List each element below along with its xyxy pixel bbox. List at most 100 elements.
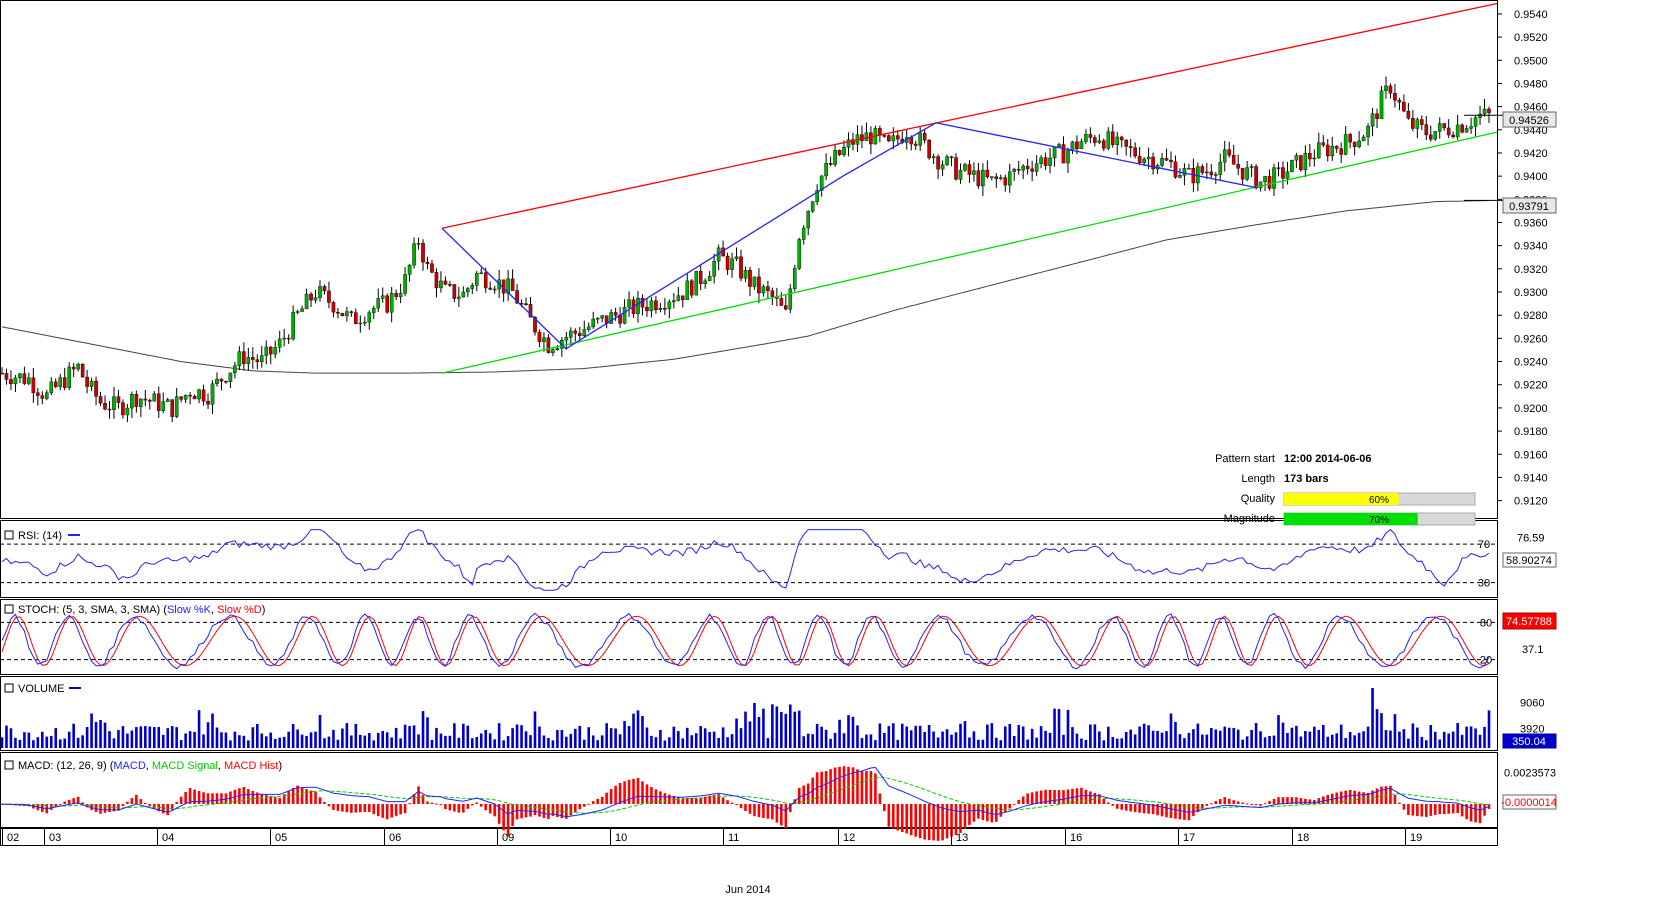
candle-body [398, 293, 403, 297]
candle-body [752, 276, 757, 287]
macd-hist-bar [1165, 804, 1168, 818]
candle-body [1487, 108, 1491, 113]
volume-bar [238, 735, 241, 748]
macd-hist-bar [578, 804, 582, 810]
volume-bar [1232, 727, 1236, 748]
macd-hist-bar [1398, 802, 1401, 804]
quality-value: 60% [1369, 495, 1389, 506]
volume-bar [332, 729, 335, 748]
volume-bar [188, 731, 192, 748]
candle-body [291, 312, 295, 340]
macd-hist-bar [1456, 804, 1459, 814]
macd-hist-bar [175, 802, 178, 804]
candle-body [1406, 110, 1411, 119]
candle-body [1034, 163, 1039, 172]
y-axis-labels: 0.95400.95200.95000.94800.94600.94400.94… [1478, 9, 1556, 780]
macd-hist-bar [327, 804, 331, 807]
volume-bar [488, 733, 492, 748]
candle-body [9, 379, 13, 385]
macd-hist-bar [788, 804, 792, 813]
volume-bar [511, 728, 514, 748]
candle-body [712, 260, 716, 277]
volume-bar [497, 723, 501, 748]
candle-body [698, 270, 703, 285]
candle-body [201, 389, 206, 402]
macd-collapse-box[interactable] [4, 760, 14, 770]
volume-bar [251, 727, 255, 748]
quality-label: Quality [1241, 493, 1276, 505]
candle-body [1384, 85, 1388, 91]
candle-body [922, 132, 927, 141]
volume-bar [1389, 730, 1392, 748]
candle-body [1460, 124, 1464, 133]
x-tick-label: 05 [275, 832, 287, 844]
candle-body [595, 317, 600, 320]
macd-hist-bar [542, 804, 546, 818]
candle-body [354, 312, 358, 325]
volume-bar [797, 710, 801, 748]
volume-bar [726, 737, 729, 748]
candle-body [815, 190, 819, 202]
volume-bar [1214, 729, 1218, 748]
candle-body [1455, 124, 1460, 138]
candle-body [555, 348, 560, 350]
volume-bar [542, 735, 546, 748]
volume-bar [650, 735, 653, 748]
price-tick-label: 0.9240 [1514, 357, 1548, 369]
candle-body [430, 263, 434, 273]
volume-bar [699, 726, 703, 748]
volume-bar [475, 736, 479, 748]
macd-hist-bar [883, 804, 886, 812]
macd-hist-bar [63, 801, 67, 804]
candle-body [891, 135, 896, 142]
candle-body [345, 311, 349, 317]
candle-body [1133, 147, 1137, 157]
macd-hist-bar [1411, 804, 1415, 816]
volume-bar [1451, 731, 1455, 748]
stoch-d-line [1, 615, 1490, 667]
volume-bar [112, 738, 116, 748]
candle-body [591, 318, 596, 328]
volume-bar [990, 723, 994, 748]
volume-bar [36, 737, 40, 748]
macd-hist-bar [359, 804, 362, 813]
candle-body [0, 372, 4, 375]
stoch-collapse-box[interactable] [4, 604, 14, 614]
macd-hist-bar [815, 772, 819, 804]
candle-body [1196, 166, 1200, 184]
macd-hist-bar [1057, 790, 1061, 804]
volume-bar [547, 737, 550, 748]
x-tick-label: 06 [389, 832, 401, 844]
volume-bar [529, 735, 532, 748]
macd-hist-bar [215, 793, 219, 804]
candle-body [107, 408, 112, 411]
pattern-start-value: 12:00 2014-06-06 [1284, 453, 1371, 465]
macd-hist-bar [721, 797, 725, 804]
macd-hist-bar [475, 802, 479, 804]
volume-bar [865, 734, 868, 748]
macd-hist-bar [1084, 789, 1088, 804]
rsi-tick-1: 76.59 [1517, 533, 1545, 545]
macd-hist-bar [323, 802, 326, 804]
candle-body [130, 394, 134, 409]
volume-bar [538, 726, 541, 748]
volume-collapse-box[interactable] [4, 683, 14, 693]
macd-hist-bar [1106, 802, 1110, 804]
candle-body [376, 298, 381, 309]
macd-hist-bar [909, 804, 913, 836]
candle-body [1325, 144, 1330, 157]
candle-body [824, 163, 828, 177]
macd-hist-bar [685, 798, 689, 804]
volume-bar [224, 732, 228, 748]
candle-body [994, 176, 999, 180]
macd-hist-bar [1115, 804, 1119, 809]
x-tick-label: 04 [162, 832, 174, 844]
macd-hist-bar [587, 803, 591, 805]
candle-body [757, 276, 761, 294]
rsi-collapse-box[interactable] [4, 530, 14, 540]
volume-bar [515, 724, 519, 748]
volume-bar [1066, 709, 1070, 748]
length-value: 173 bars [1284, 473, 1329, 485]
volume-bar [58, 739, 62, 748]
volume-bar [1147, 725, 1150, 748]
